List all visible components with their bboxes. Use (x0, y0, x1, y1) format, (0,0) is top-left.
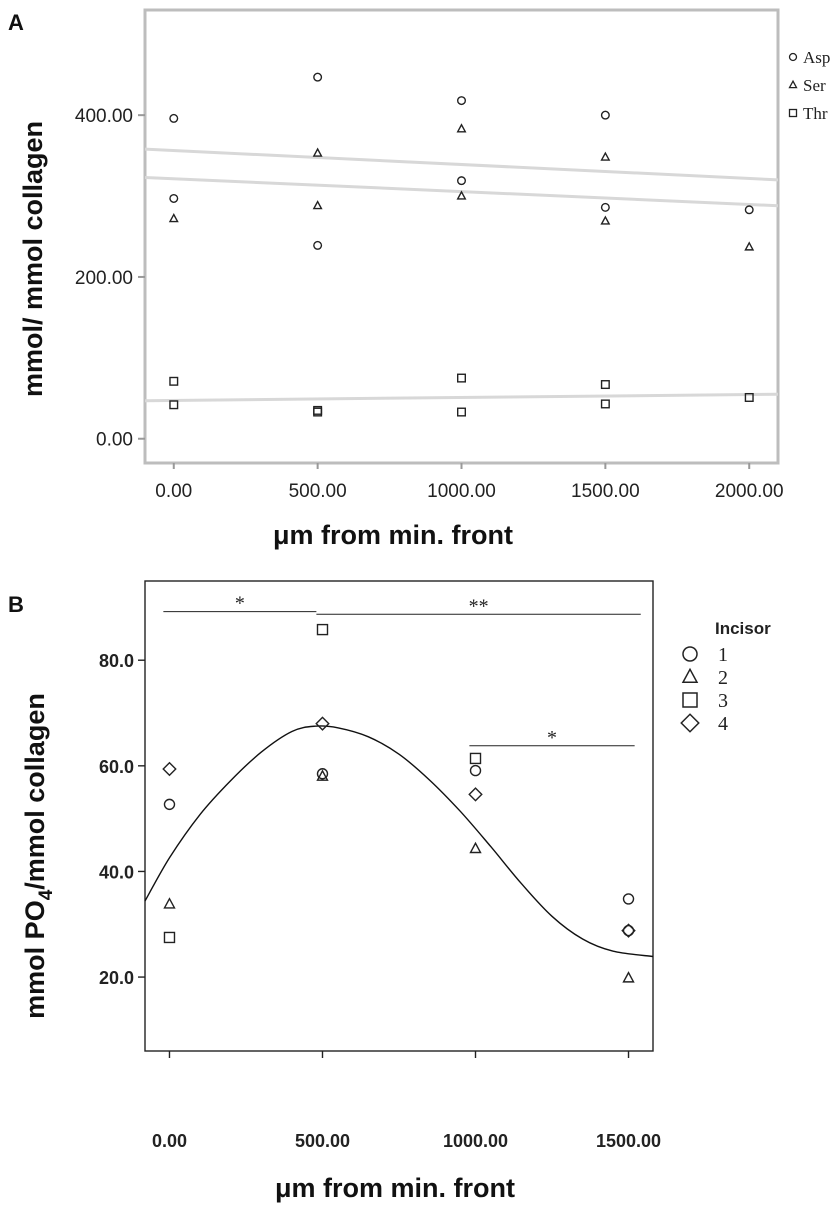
point-incisor-3 (316, 623, 329, 636)
point-ser (456, 123, 467, 133)
panel-b-letter: B (8, 592, 24, 617)
point-asp (600, 110, 610, 120)
point-incisor-4 (315, 716, 330, 731)
point-thr (744, 392, 754, 402)
panel-a-x-axis-title: μm from min. front (273, 520, 513, 550)
legend-marker-incisor-1 (682, 646, 698, 662)
fit-line-thr (144, 392, 779, 403)
point-asp (457, 176, 467, 186)
point-incisor-4 (621, 923, 636, 938)
panel-b-y-axis-title: mmol PO4/mmol collagen (20, 693, 57, 1019)
point-asp (169, 193, 179, 203)
y-tick-label: 80.0 (99, 651, 134, 671)
panel-a-ticks: 0.00 500.00 1000.00 1500.00 2000.00 0.00 200.0… (75, 106, 784, 502)
significance-label: * (547, 727, 557, 749)
point-incisor-1 (622, 893, 635, 905)
legend-marker-thr (788, 108, 798, 118)
x-tick-label: 1500.00 (596, 1131, 661, 1151)
panel-a-letter: A (8, 10, 24, 35)
x-tick-label: 0.00 (155, 481, 192, 502)
legend-label-incisor-1: 1 (718, 644, 728, 666)
point-thr (600, 399, 610, 409)
panel-b-y-axis-title-rest: /mmol collagen (20, 693, 50, 890)
point-incisor-2 (622, 971, 635, 983)
point-incisor-1 (469, 764, 482, 777)
panel-b: B * *** 0.00 500.00 1000.00 1500.0020.040.06… (8, 580, 771, 1203)
legend-label-incisor-3: 3 (718, 690, 728, 712)
point-asp (313, 240, 323, 250)
point-incisor-1 (163, 798, 176, 811)
point-ser (600, 151, 611, 161)
legend-label-ser: Ser (803, 76, 826, 95)
panel-b-y-axis-title-subscript: 4 (36, 889, 57, 900)
point-asp (744, 205, 754, 215)
x-tick-label: 1000.00 (443, 1131, 508, 1151)
point-incisor-4 (468, 787, 483, 802)
legend-marker-asp (788, 52, 798, 62)
panel-b-x-axis-title: μm from min. front (275, 1173, 515, 1203)
point-incisor-2 (163, 897, 176, 909)
legend-label-asp: Asp (803, 48, 830, 67)
point-thr (600, 380, 610, 390)
legend-marker-incisor-3 (682, 692, 698, 708)
point-ser (744, 241, 755, 251)
y-tick-label: 400.00 (75, 106, 133, 127)
point-asp (169, 113, 179, 123)
legend-label-incisor-2: 2 (718, 667, 728, 689)
y-tick-label: 60.0 (99, 757, 134, 777)
x-tick-label: 2000.00 (715, 481, 784, 502)
point-ser (456, 190, 467, 200)
legend-title: Incisor (715, 619, 771, 638)
point-thr (169, 400, 179, 410)
point-incisor-1 (622, 924, 635, 937)
point-ser (312, 200, 323, 210)
legend-label-incisor-4: 4 (718, 713, 728, 735)
panel-b-significance-bars: * *** (163, 593, 641, 749)
x-tick-label: 500.00 (295, 1131, 350, 1151)
panel-a-legend: Asp Ser Thr (788, 48, 830, 123)
x-tick-label: 1500.00 (571, 481, 640, 502)
point-incisor-3 (163, 931, 176, 944)
point-incisor-4 (162, 761, 177, 777)
point-incisor-3 (469, 752, 482, 765)
y-tick-label: 0.00 (96, 430, 133, 451)
panel-a: A 0.00 500.00 1000.00 1500.00 2000.00 0.00 200… (8, 8, 830, 550)
point-thr (313, 407, 323, 417)
point-incisor-2 (316, 769, 329, 781)
point-asp (457, 96, 467, 106)
fit-line-asp (144, 147, 779, 182)
panel-a-fit-lines (144, 147, 779, 403)
point-ser (312, 147, 323, 157)
legend-marker-incisor-2 (681, 667, 699, 683)
legend-marker-incisor-4 (680, 713, 700, 733)
point-thr (169, 376, 179, 386)
panel-b-y-axis-title-main: mmol PO (20, 900, 50, 1019)
panel-b-ticks: 0.00 500.00 1000.00 1500.00 20.0 40.0 60.0 80.0 (99, 651, 661, 1151)
x-tick-label: 1000.00 (427, 481, 496, 502)
x-tick-label: 0.00 (152, 1131, 187, 1151)
x-tick-label: 500.00 (289, 481, 347, 502)
point-incisor-1 (316, 768, 329, 780)
panel-b-fit-curve (144, 725, 654, 958)
point-incisor-2 (469, 841, 482, 854)
significance-label: ** (469, 595, 489, 617)
legend-label-thr: Thr (803, 104, 828, 123)
significance-label: * (235, 593, 245, 615)
y-tick-label: 200.00 (75, 268, 133, 289)
panel-a-data-points (168, 72, 755, 417)
y-tick-label: 40.0 (99, 862, 134, 882)
point-asp (313, 72, 323, 82)
point-asp (600, 202, 610, 212)
legend-marker-ser (788, 79, 798, 89)
panel-b-data-points (162, 623, 636, 983)
point-ser (168, 213, 179, 223)
point-thr (457, 373, 467, 383)
panel-a-y-axis-title: mmol/ mmol collagen (18, 121, 48, 397)
point-ser (600, 215, 611, 225)
point-thr (457, 407, 467, 417)
y-tick-label: 20.0 (99, 968, 134, 988)
panel-b-plot-frame (144, 580, 654, 1052)
